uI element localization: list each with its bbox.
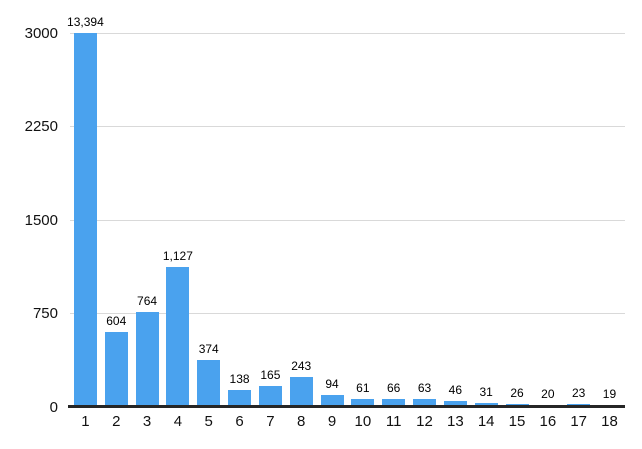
bar-value-label: 66 <box>387 380 401 395</box>
bar-value-label: 23 <box>571 386 586 401</box>
x-axis-category-label: 5 <box>204 413 213 430</box>
bar-slot: 243 <box>286 33 317 407</box>
plot-area: 13,394 604 764 1,127 374 138 165 243 94 61 66 63 46 3… <box>67 16 625 408</box>
bar-slot: 31 <box>471 33 502 407</box>
bar-slot: 764 <box>132 33 163 407</box>
bar-value-label: 26 <box>510 385 524 400</box>
bar-value-label: 19 <box>602 386 617 401</box>
y-axis-tick-label: 750 <box>32 305 58 322</box>
bar-value-label: 13,394 <box>67 15 104 29</box>
bar <box>166 266 190 407</box>
bar <box>382 398 406 407</box>
bar-slot: 46 <box>440 33 471 407</box>
bar-slot: 19 <box>594 33 625 407</box>
x-axis-category-label: 16 <box>539 413 557 430</box>
gridline <box>70 313 625 314</box>
x-axis-category-label: 11 <box>385 413 402 430</box>
bar-value-label: 61 <box>356 381 370 396</box>
y-axis-tick-label: 3000 <box>24 24 58 42</box>
y-axis-tick-label: 0 <box>49 398 58 416</box>
bar <box>228 389 252 407</box>
x-axis-line <box>68 405 625 408</box>
x-axis-category-label: 12 <box>416 413 433 430</box>
x-axis-category-label: 14 <box>477 413 495 430</box>
x-axis-category-label: 13 <box>447 413 464 430</box>
x-axis-category-label: 18 <box>601 413 618 430</box>
gridline <box>70 32 625 34</box>
bar <box>73 33 97 407</box>
x-axis-category-label: 2 <box>112 413 121 430</box>
bar <box>135 311 159 407</box>
bar <box>413 399 437 407</box>
x-axis-labels: 1 2 3 4 5 6 7 8 9 10 11 12 13 14 15 16 17 18 <box>70 413 625 430</box>
bar-slot: 26 <box>502 33 533 407</box>
bar-value-label: 31 <box>479 385 493 400</box>
x-axis-category-label: 8 <box>297 413 306 430</box>
x-axis-category-label: 1 <box>81 413 90 430</box>
bar <box>258 386 282 407</box>
bar-value-label: 20 <box>541 386 555 401</box>
x-axis-category-label: 6 <box>235 413 244 430</box>
x-axis-category-label: 17 <box>570 413 587 430</box>
gridline <box>70 219 625 221</box>
bar-slot: 138 <box>224 33 255 407</box>
bar-value-label: 243 <box>291 358 312 373</box>
bar-slot: 604 <box>101 33 132 407</box>
x-axis-category-label: 9 <box>327 413 337 430</box>
bar-value-label: 165 <box>260 368 281 383</box>
bar-slot: 374 <box>193 33 224 407</box>
bar-slot: 94 <box>317 33 348 407</box>
bar-slot: 165 <box>255 33 286 407</box>
bar-value-label: 46 <box>448 383 463 398</box>
bar <box>320 395 344 407</box>
bar <box>104 331 128 407</box>
x-axis-category-label: 3 <box>142 413 152 430</box>
bar-slot: 61 <box>347 33 378 407</box>
bar-value-label: 63 <box>417 381 432 396</box>
x-axis-category-label: 10 <box>354 413 372 430</box>
x-axis-category-label: 4 <box>173 413 183 430</box>
bar-value-label: 604 <box>106 313 127 328</box>
bar <box>289 376 313 407</box>
y-axis-tick-label: 1500 <box>24 211 58 229</box>
bar-value-label: 138 <box>229 371 250 386</box>
y-axis-tick-label: 2250 <box>24 118 58 135</box>
bars-row: 13,394 604 764 1,127 374 138 165 243 94 61 66 63 46 3… <box>67 16 625 407</box>
bar-slot: 1,127 <box>162 33 193 407</box>
bar-value-label: 764 <box>137 293 158 308</box>
bar-slot: 66 <box>378 33 409 407</box>
x-axis-category-label: 15 <box>508 413 526 430</box>
bar <box>197 360 221 407</box>
bar-slot: 23 <box>563 33 594 407</box>
bar <box>351 399 375 407</box>
bar-slot: 20 <box>532 33 563 407</box>
bar-slot: 63 <box>409 33 440 407</box>
bar <box>443 401 467 407</box>
bar-value-label: 1,127 <box>162 248 193 263</box>
bar-slot: 13,394 <box>67 16 104 407</box>
x-axis-category-label: 7 <box>266 413 275 430</box>
bar-value-label: 374 <box>198 342 219 357</box>
gridline <box>70 126 625 127</box>
bar-value-label: 94 <box>325 377 339 392</box>
